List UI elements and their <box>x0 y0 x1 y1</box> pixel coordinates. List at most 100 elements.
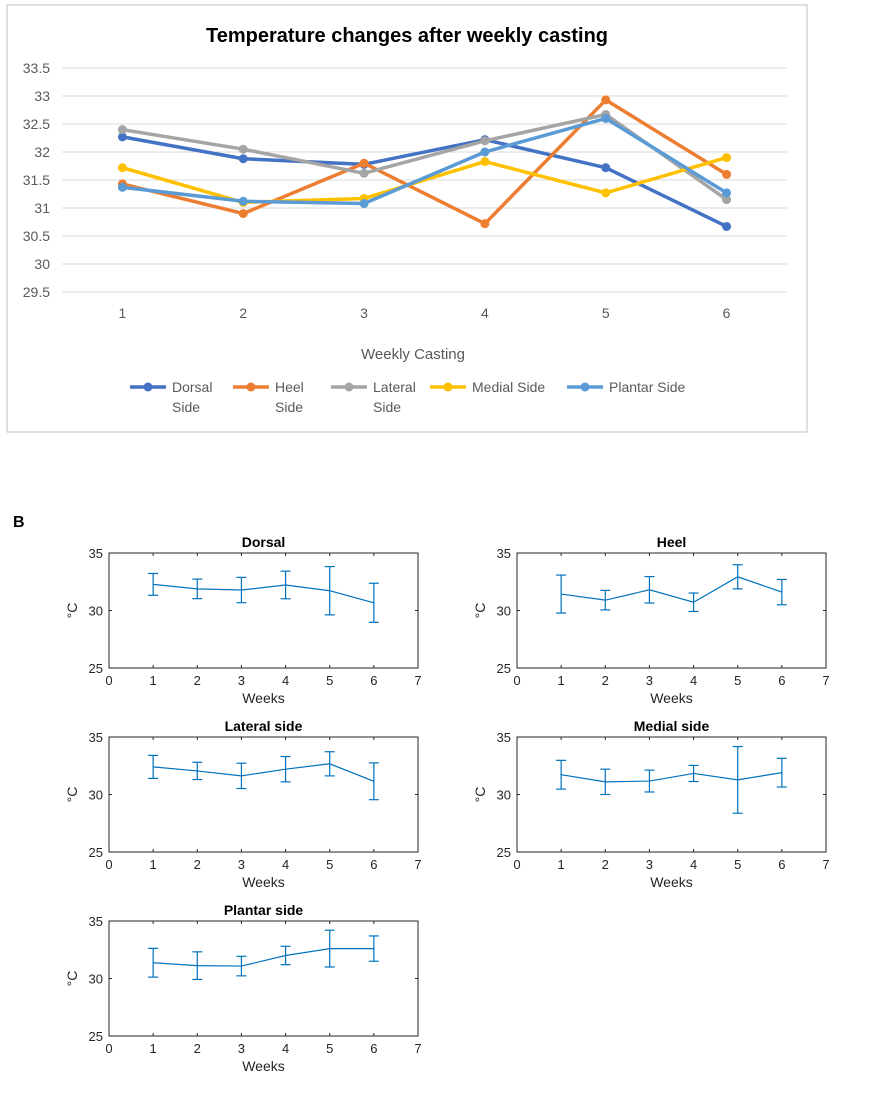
error-bar <box>732 564 743 590</box>
series-plantar-side <box>117 113 732 209</box>
y-tick-label: 35 <box>89 730 103 745</box>
error-bar <box>368 935 379 962</box>
x-axis-label: Weekly Casting <box>361 346 465 363</box>
x-tick-label: 7 <box>414 673 421 688</box>
x-tick-label: 5 <box>326 857 333 872</box>
y-tick-label: 30 <box>89 788 103 803</box>
x-tick-label: 2 <box>194 857 201 872</box>
y-tick-label: 33 <box>34 88 50 104</box>
x-tick-label: 6 <box>370 1041 377 1056</box>
y-tick-label: 25 <box>89 661 103 676</box>
y-tick-label: 31.5 <box>23 172 50 188</box>
error-bar <box>236 955 247 977</box>
legend-label: Dorsal <box>172 379 212 395</box>
data-point <box>480 157 490 167</box>
data-point <box>601 188 611 198</box>
y-axis-label: °C <box>472 787 488 803</box>
y-tick-label: 25 <box>497 661 511 676</box>
legend-label: Side <box>172 399 200 415</box>
x-tick-label: 5 <box>734 673 741 688</box>
x-tick-label: 3 <box>646 857 653 872</box>
data-point <box>238 209 248 219</box>
series-dorsal-side <box>117 132 732 231</box>
legend-label: Plantar Side <box>609 379 685 395</box>
error-bar <box>236 576 247 604</box>
subplot-plantar-side: Plantar side 0 1 2 3 4 5 6 7 25 30 35 Weeks °C <box>64 902 422 1074</box>
error-bar <box>324 929 335 968</box>
series-line <box>561 576 783 603</box>
legend-label: Heel <box>275 379 304 395</box>
x-tick-label: 6 <box>778 673 785 688</box>
x-tick-label: 0 <box>105 673 112 688</box>
series-line <box>561 772 782 783</box>
error-bar <box>600 768 611 796</box>
axes-box <box>108 552 419 669</box>
error-bar <box>324 751 335 777</box>
x-tick-label: 5 <box>734 857 741 872</box>
x-tick-label: 3 <box>238 1041 245 1056</box>
y-tick-label: 32 <box>34 144 50 160</box>
x-tick-label: 4 <box>690 673 697 688</box>
x-axis-label: Weeks <box>650 690 693 706</box>
error-bar <box>368 582 379 623</box>
data-point <box>480 136 490 146</box>
y-axis-label: °C <box>64 787 80 803</box>
data-point <box>117 163 127 173</box>
data-point <box>722 153 732 163</box>
data-point <box>601 95 611 105</box>
error-bar <box>600 589 611 611</box>
x-tick-label: 3 <box>238 857 245 872</box>
data-point <box>117 125 127 135</box>
x-tick-label: 5 <box>602 305 610 321</box>
data-point <box>359 158 369 168</box>
x-axis-label: Weeks <box>650 874 693 890</box>
error-bar <box>280 945 291 966</box>
legend-label: Medial Side <box>472 379 545 395</box>
subplot-title: Dorsal <box>242 534 286 550</box>
series-line <box>153 948 374 967</box>
error-bar <box>280 755 291 783</box>
y-tick-label: 30 <box>497 604 511 619</box>
subplot-heel: Heel 0 1 2 3 4 5 6 7 25 30 35 Weeks °C <box>472 534 830 706</box>
x-tick-label: 4 <box>282 1041 289 1056</box>
error-bar <box>776 757 787 788</box>
axes-box <box>108 920 419 1037</box>
error-bar <box>148 947 159 978</box>
y-tick-label: 35 <box>89 914 103 929</box>
error-bar <box>192 578 203 600</box>
y-tick-label: 30 <box>89 972 103 987</box>
y-tick-label: 25 <box>89 1029 103 1044</box>
legend-entry: Lateral Side <box>331 379 416 415</box>
x-tick-label: 7 <box>414 1041 421 1056</box>
data-point <box>480 147 490 157</box>
data-point <box>117 182 127 192</box>
data-point <box>722 221 732 231</box>
data-point <box>601 163 611 173</box>
x-tick-label: 1 <box>119 305 127 321</box>
subplot-medial-side: Medial side 0 1 2 3 4 5 6 7 25 30 35 Weeks °C <box>472 718 830 890</box>
chart-frame <box>6 4 808 433</box>
data-point <box>238 196 248 206</box>
error-bar <box>732 745 743 814</box>
error-bar <box>368 762 379 801</box>
x-tick-label: 7 <box>414 857 421 872</box>
series-line <box>153 763 375 782</box>
x-tick-label: 2 <box>602 673 609 688</box>
x-axis-label: Weeks <box>242 874 285 890</box>
x-axis-label: Weeks <box>242 690 285 706</box>
x-tick-label: 6 <box>370 857 377 872</box>
y-tick-label: 29.5 <box>23 284 50 300</box>
x-tick-label: 5 <box>326 673 333 688</box>
y-tick-label: 30 <box>34 256 50 272</box>
x-tick-label: 2 <box>602 857 609 872</box>
x-tick-label: 2 <box>194 1041 201 1056</box>
error-bar <box>688 764 699 783</box>
error-bar <box>192 951 203 981</box>
error-bar <box>556 574 567 614</box>
error-bar <box>148 572 159 596</box>
data-point <box>238 144 248 154</box>
data-point <box>117 132 127 142</box>
data-point <box>601 113 611 123</box>
series-line <box>122 116 728 206</box>
